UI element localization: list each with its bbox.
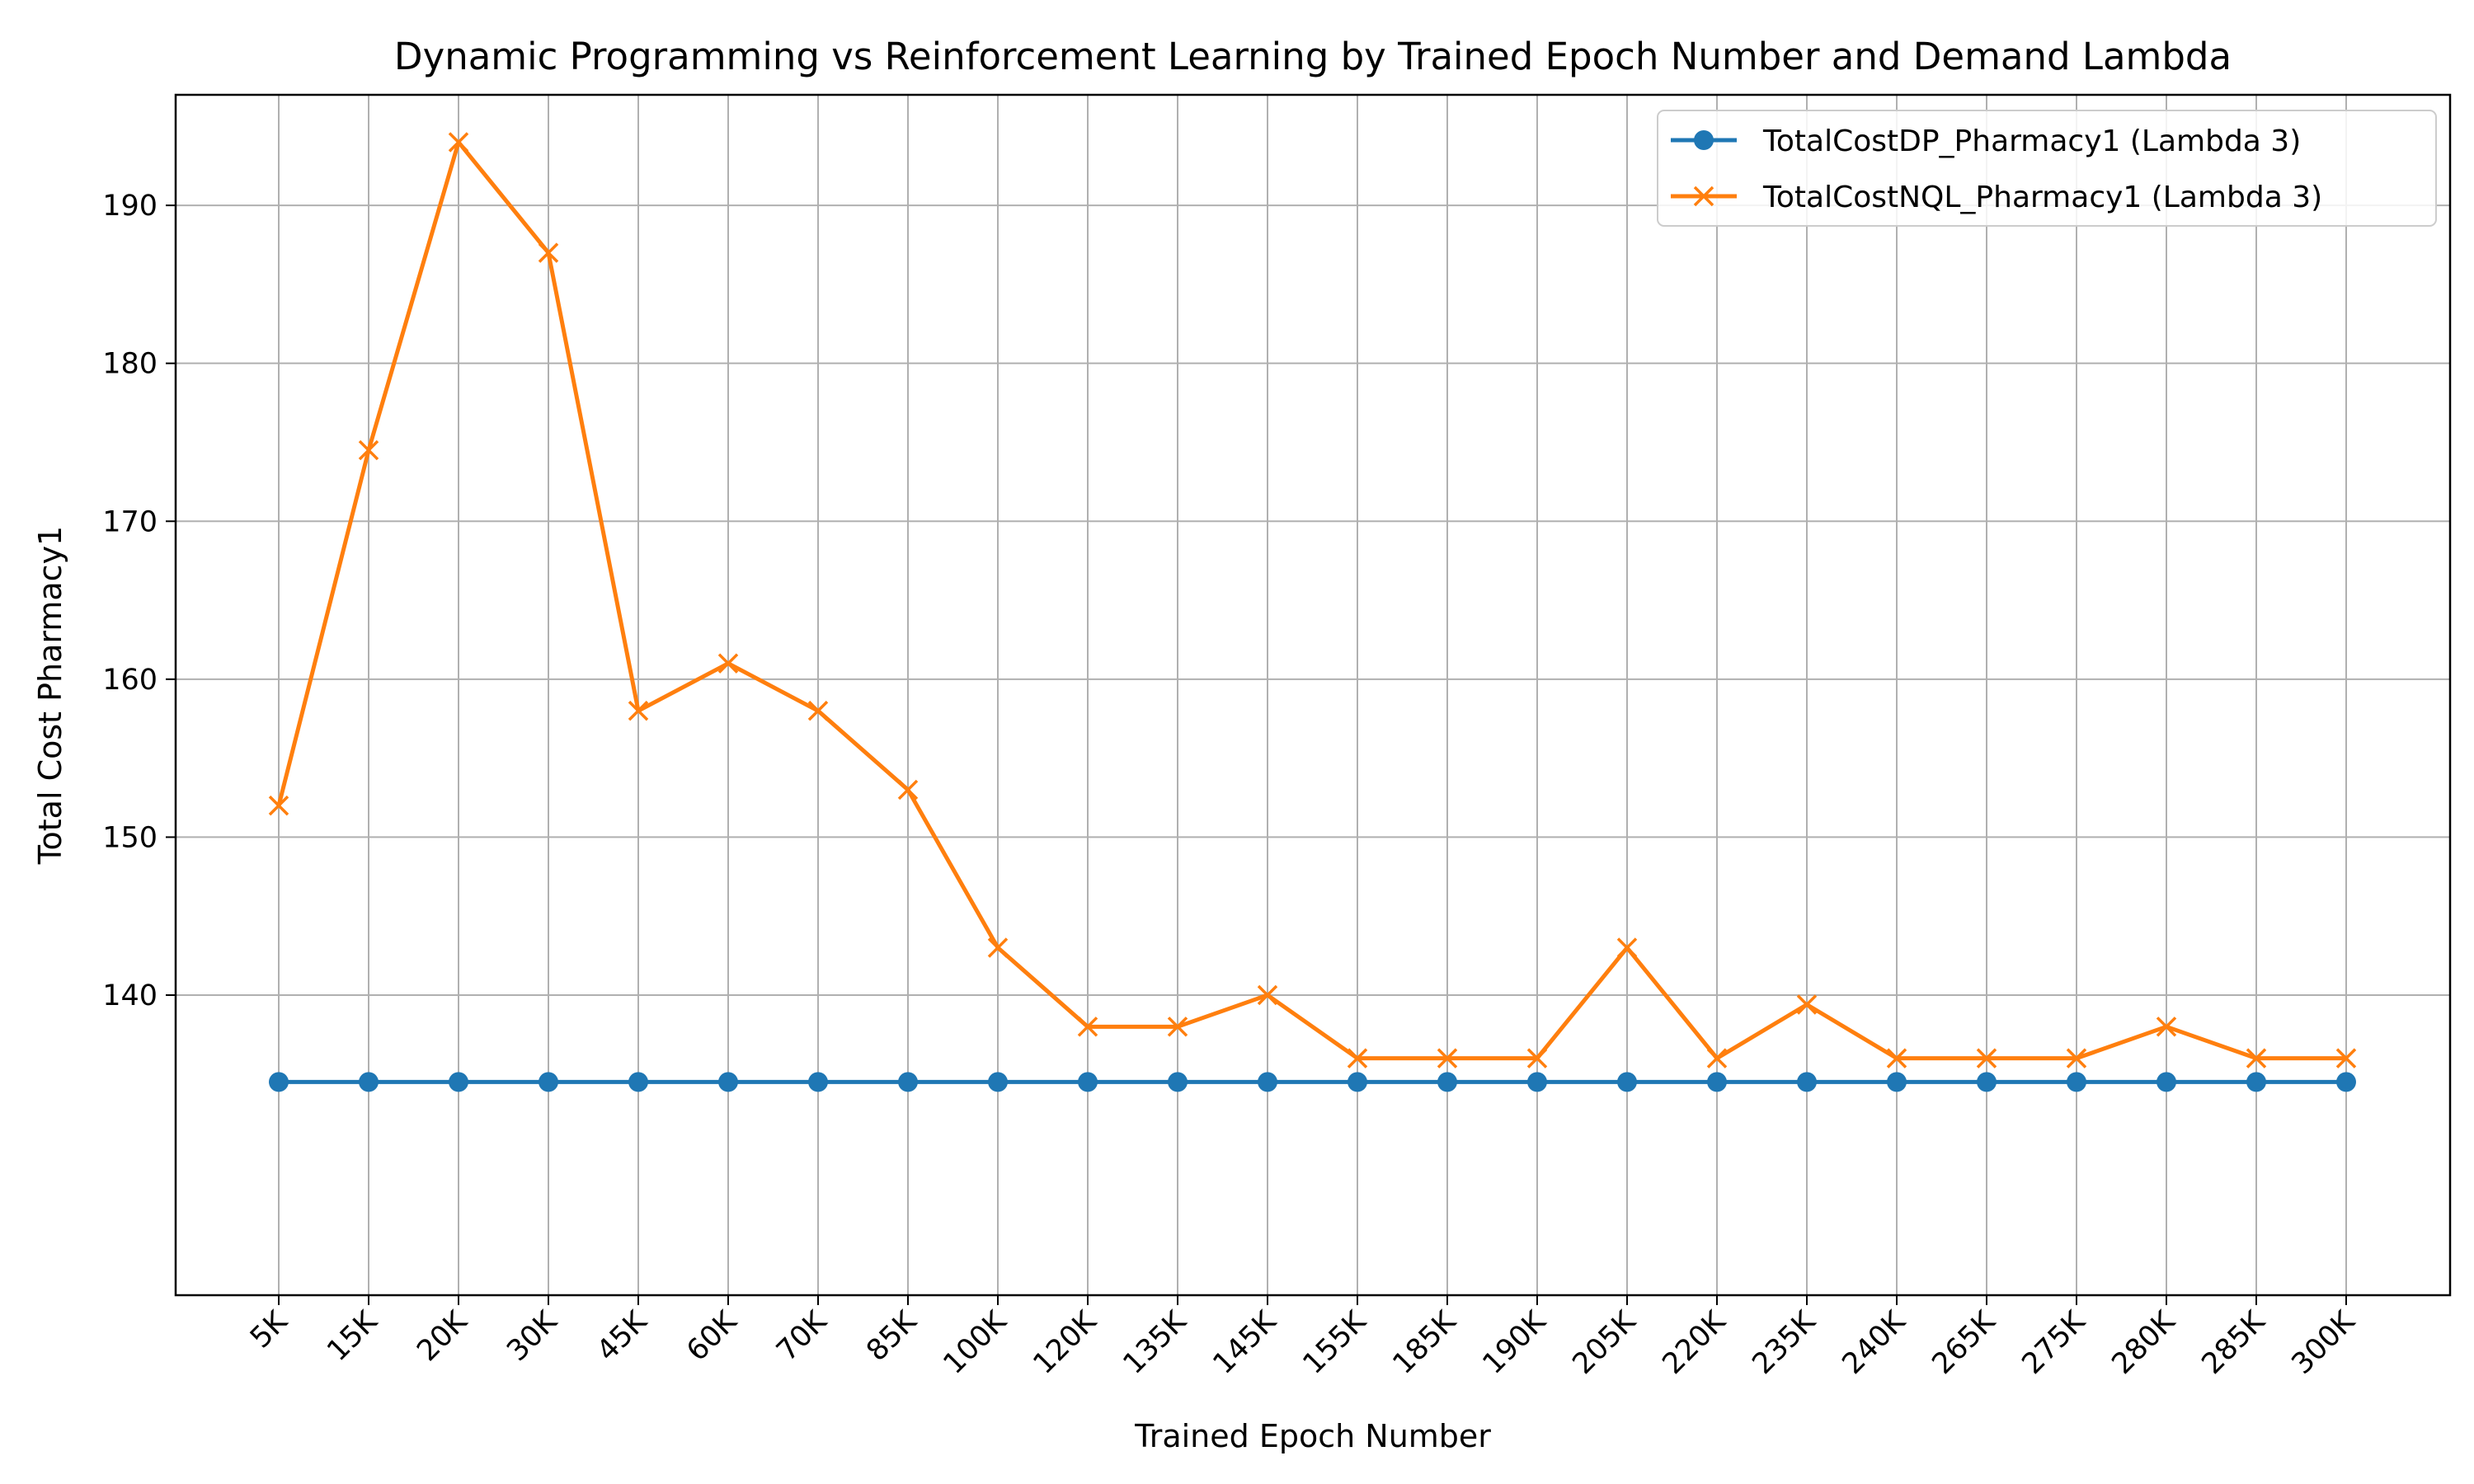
data-point bbox=[1707, 1072, 1727, 1092]
data-point bbox=[2156, 1017, 2177, 1037]
data-point bbox=[628, 1072, 648, 1092]
data-point bbox=[1977, 1072, 1997, 1092]
grid-lines bbox=[176, 95, 2450, 1295]
data-point bbox=[358, 439, 379, 461]
series-1 bbox=[269, 1072, 2356, 1092]
data-point bbox=[808, 1072, 828, 1092]
y-tick-label: 170 bbox=[102, 505, 158, 538]
y-axis-label: Total Cost Pharmacy1 bbox=[32, 526, 68, 866]
data-point bbox=[359, 1072, 379, 1092]
data-point bbox=[1168, 1072, 1188, 1092]
data-point bbox=[898, 1072, 918, 1092]
legend: TotalCostDP_Pharmacy1 (Lambda 3) TotalCos… bbox=[1657, 110, 2437, 227]
legend-label: TotalCostDP_Pharmacy1 (Lambda 3) bbox=[1762, 124, 2301, 158]
data-point bbox=[2246, 1072, 2266, 1092]
y-tick-label: 190 bbox=[102, 190, 158, 223]
y-tick-label: 140 bbox=[102, 979, 158, 1012]
y-tick-label: 150 bbox=[102, 821, 158, 854]
data-point bbox=[1348, 1072, 1367, 1092]
legend-label: TotalCostNQL_Pharmacy1 (Lambda 3) bbox=[1762, 181, 2322, 214]
data-point bbox=[1347, 1048, 1368, 1068]
series-line bbox=[276, 139, 2346, 1061]
y-axis: 140 150 160 170 180 190 bbox=[102, 190, 176, 1012]
data-point bbox=[987, 937, 1009, 958]
data-point bbox=[1797, 1072, 1817, 1092]
data-point bbox=[1706, 1048, 1728, 1068]
chart-title: Dynamic Programming vs Reinforcement Lea… bbox=[394, 35, 2232, 78]
data-point bbox=[539, 1072, 558, 1092]
legend-marker bbox=[1694, 130, 1714, 150]
data-point bbox=[2067, 1072, 2086, 1092]
data-point bbox=[1887, 1072, 1907, 1092]
data-point bbox=[1796, 994, 1818, 1015]
data-point bbox=[1437, 1048, 1458, 1068]
series-layer bbox=[268, 132, 2357, 1092]
data-point bbox=[1886, 1048, 1907, 1068]
data-point bbox=[1077, 1017, 1098, 1037]
data-point bbox=[1976, 1048, 1997, 1068]
plot-frame bbox=[174, 93, 2452, 1297]
data-point bbox=[2157, 1072, 2176, 1092]
data-point bbox=[628, 700, 649, 721]
data-point bbox=[807, 700, 829, 721]
data-point bbox=[1617, 1072, 1637, 1092]
series-2 bbox=[268, 132, 2357, 1068]
data-point bbox=[1616, 937, 1638, 958]
data-point bbox=[1257, 984, 1278, 1006]
data-point bbox=[1078, 1072, 1098, 1092]
data-point bbox=[1437, 1072, 1457, 1092]
data-point bbox=[1526, 1048, 1548, 1068]
data-point bbox=[2066, 1048, 2087, 1068]
data-point bbox=[538, 242, 559, 263]
data-point bbox=[717, 653, 739, 674]
data-point bbox=[269, 1072, 289, 1092]
data-point bbox=[2336, 1072, 2356, 1092]
x-axis-label: Trained Epoch Number bbox=[1134, 1418, 1491, 1454]
data-point bbox=[897, 779, 919, 801]
y-tick-label: 180 bbox=[102, 348, 158, 381]
data-point bbox=[449, 1072, 468, 1092]
y-tick-label: 160 bbox=[102, 664, 158, 697]
data-point bbox=[448, 132, 469, 153]
data-point bbox=[988, 1072, 1008, 1092]
legend-marker bbox=[1693, 186, 1714, 207]
legend-box bbox=[1657, 110, 2437, 227]
data-point bbox=[2335, 1048, 2357, 1068]
data-point bbox=[268, 795, 289, 816]
data-point bbox=[1258, 1072, 1277, 1092]
data-point bbox=[1167, 1017, 1188, 1037]
data-point bbox=[2246, 1048, 2267, 1068]
data-point bbox=[1527, 1072, 1547, 1092]
data-point bbox=[718, 1072, 738, 1092]
